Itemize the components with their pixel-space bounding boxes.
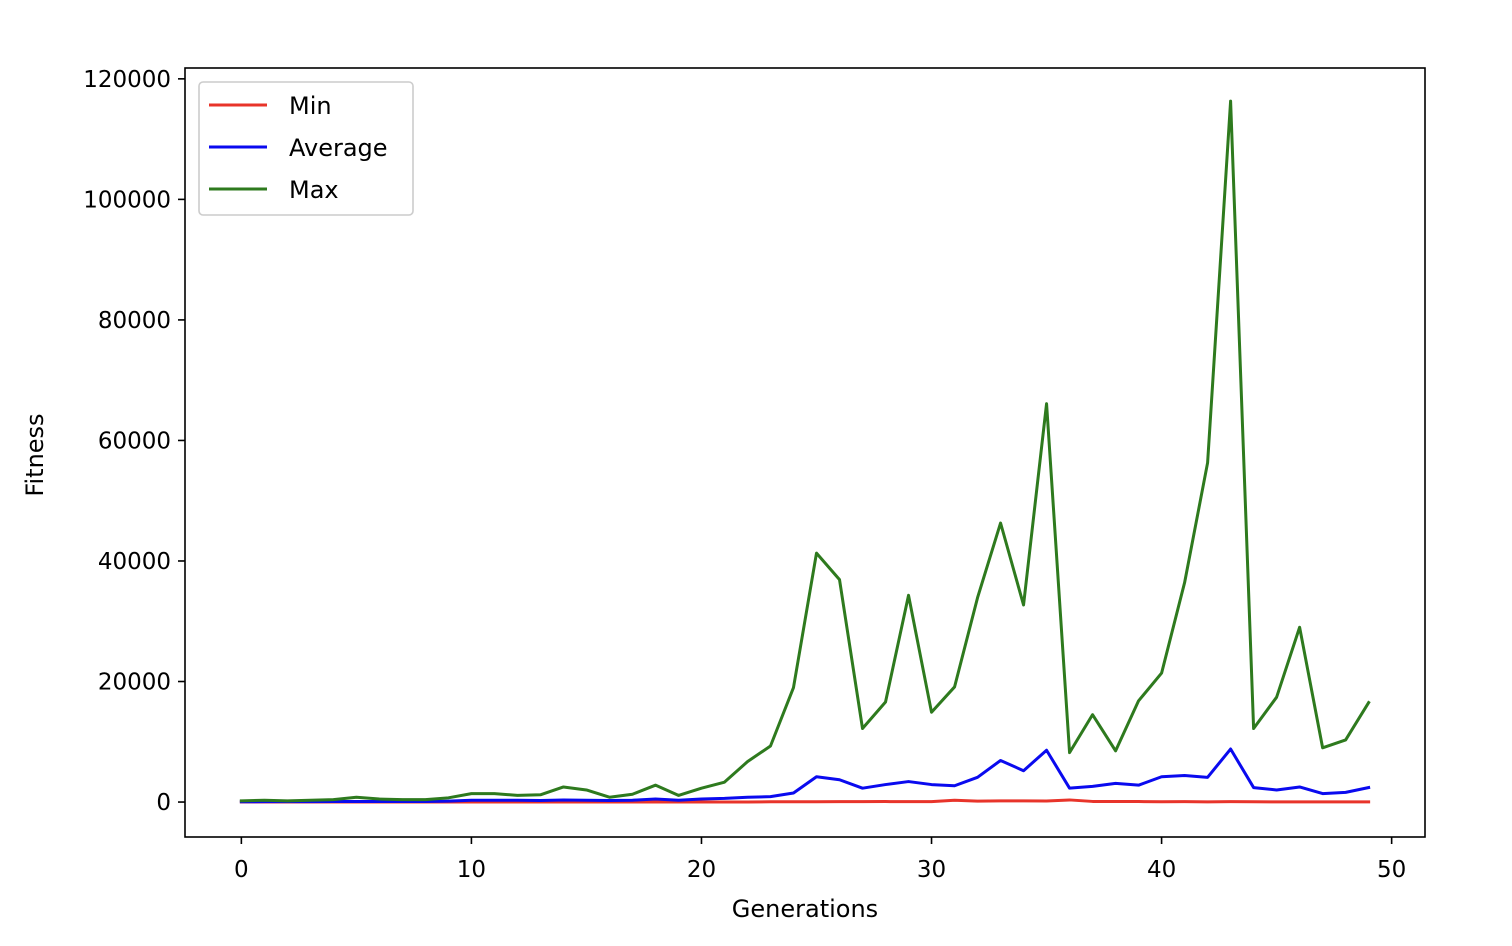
x-tick-label: 40: [1147, 857, 1176, 883]
y-axis-label: Fitness: [21, 413, 49, 496]
y-tick-label: 80000: [98, 308, 171, 334]
x-tick-label: 50: [1377, 857, 1406, 883]
series-line-average: [239, 747, 1371, 804]
y-axis: 0 20000 40000 60000 80000 100000 120000: [83, 67, 185, 816]
y-tick-label: 40000: [98, 549, 171, 575]
x-tick-label: 10: [457, 857, 486, 883]
y-tick-label: 120000: [83, 67, 171, 93]
legend-box: [198, 81, 414, 216]
x-tick-label: 0: [234, 857, 249, 883]
y-tick-label: 100000: [83, 187, 171, 213]
legend: Min Average Max: [198, 81, 414, 216]
legend-label-max: Max: [289, 176, 339, 204]
x-axis: 0 10 20 30 40 50: [234, 837, 1406, 883]
y-tick-label: 20000: [98, 670, 171, 696]
x-tick-label: 30: [917, 857, 946, 883]
series-layer: [239, 99, 1371, 804]
series-line-max: [239, 99, 1371, 803]
y-tick-label: 0: [156, 790, 171, 816]
x-tick-label: 20: [687, 857, 716, 883]
legend-label-average: Average: [289, 134, 388, 162]
y-tick-label: 60000: [98, 428, 171, 454]
x-axis-label: Generations: [732, 895, 878, 923]
plot-frame: [184, 67, 1426, 838]
legend-label-min: Min: [289, 92, 332, 120]
